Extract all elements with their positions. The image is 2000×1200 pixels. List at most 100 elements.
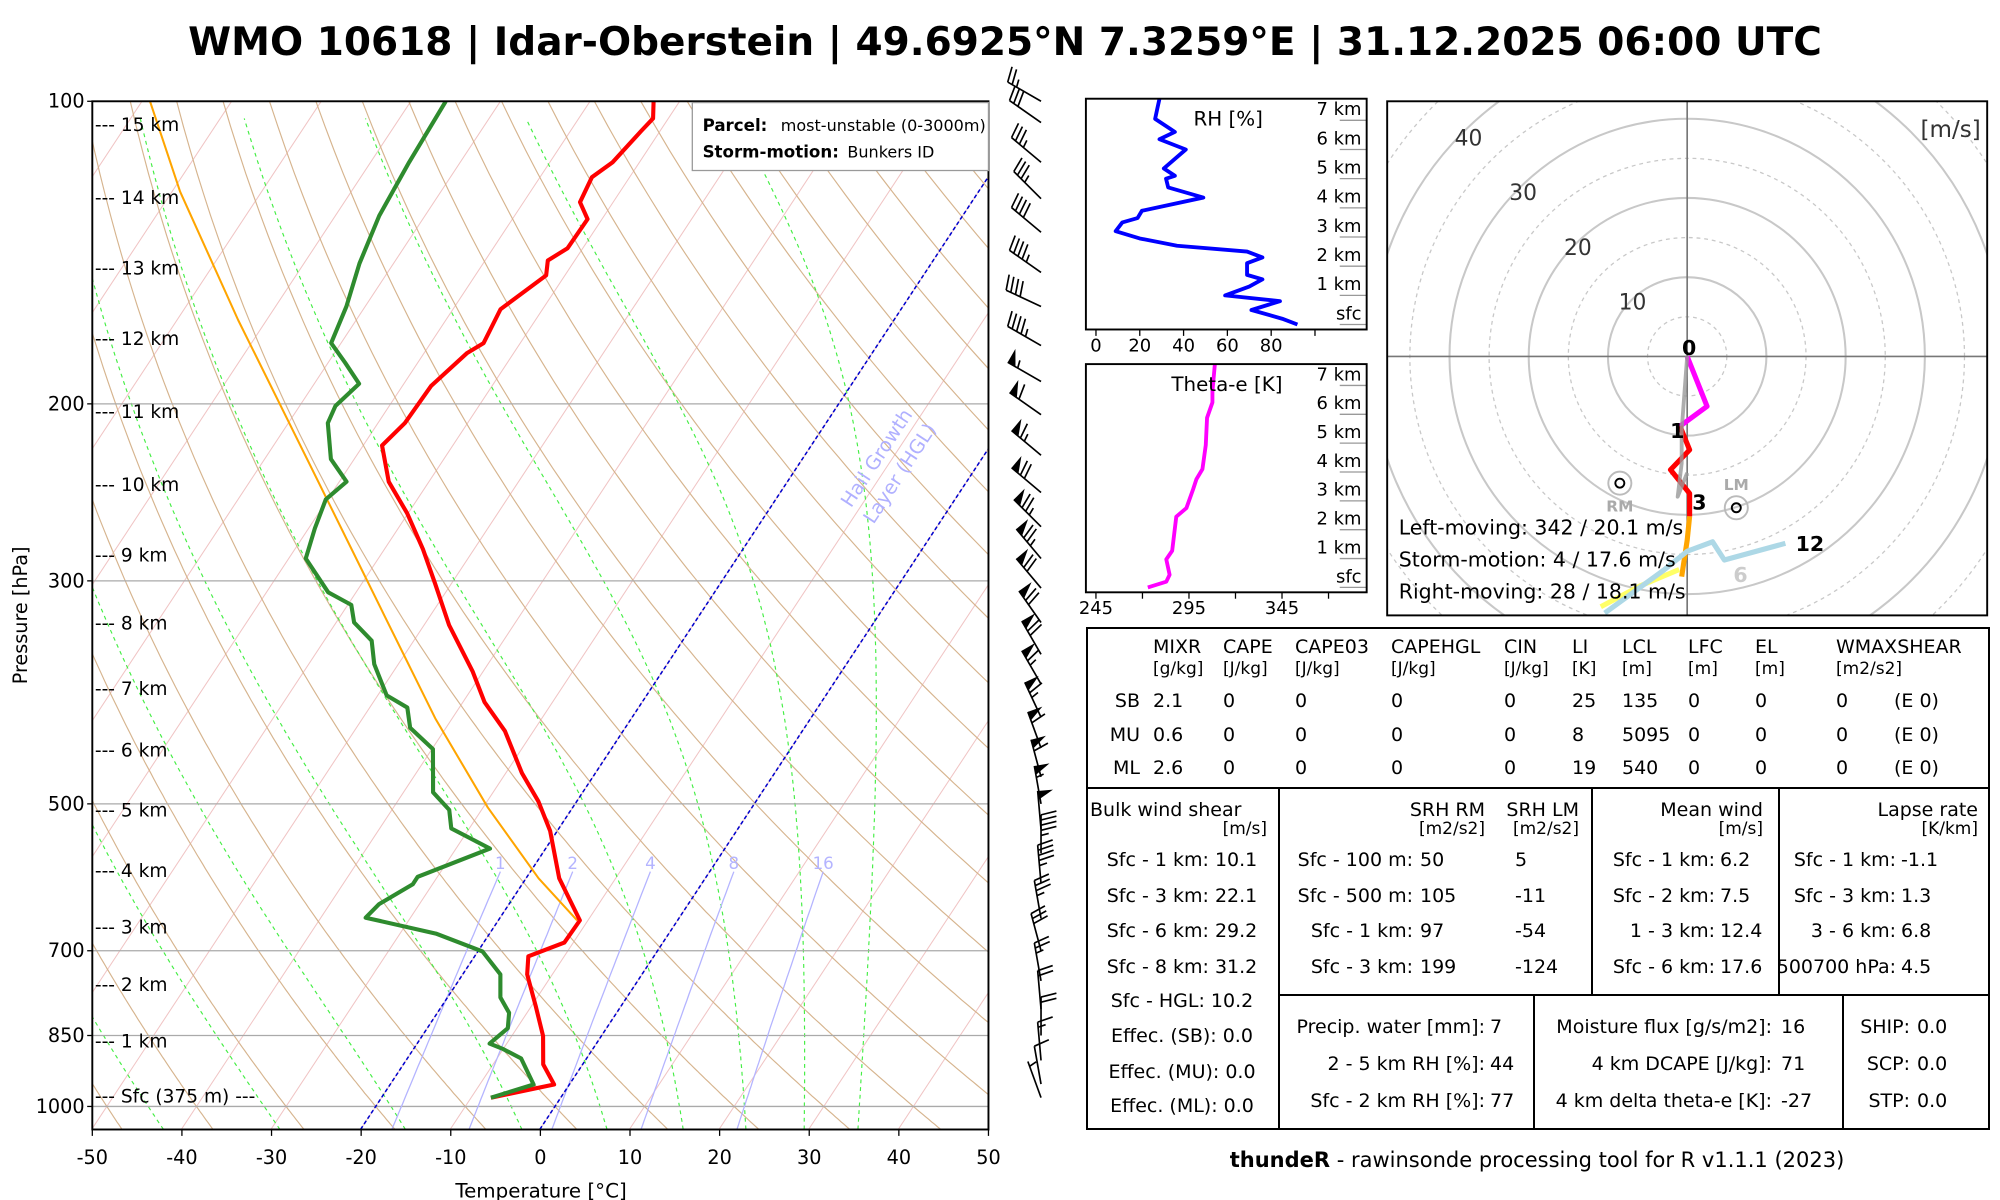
dry-adiabat-line [92, 331, 578, 1130]
wind-barb-full [1040, 810, 1057, 816]
table-cell: 135 [1622, 690, 1659, 712]
dry-adiabat-line [92, 652, 396, 1130]
srh-rm-value: 199 [1420, 956, 1457, 978]
wind-barb-full [1037, 1016, 1053, 1023]
wind-barb-half [1016, 360, 1021, 369]
rm-motion-marker-inner [1614, 477, 1626, 489]
wind-barb-half [1022, 139, 1028, 148]
wind-barb-full [1034, 1038, 1050, 1047]
mean-wind-row-value: 12.4 [1720, 920, 1763, 942]
pressure-tick-label: 200 [48, 392, 85, 415]
height-label: 6 km [1317, 128, 1362, 149]
wind-barb-shaft [1007, 325, 1042, 347]
isotherm-line [92, 101, 501, 722]
srh-rm-value: 105 [1420, 885, 1457, 907]
wind-barb-pennant [1024, 675, 1039, 691]
wind-barb-pennant [1016, 548, 1029, 566]
height-label: sfc [1336, 566, 1362, 587]
wind-barb [1007, 348, 1042, 383]
table-cell: 0 [1391, 690, 1404, 712]
altitude-label: --- 1 km [95, 1031, 168, 1052]
temperature-tick-label: 50 [976, 1146, 1000, 1169]
wind-barb-half [1015, 79, 1020, 88]
temperature-tick-label: -40 [166, 1146, 197, 1169]
table-cell: 0 [1688, 723, 1701, 746]
wind-barb-half [1029, 659, 1037, 666]
dry-adiabat-line [92, 138, 669, 1130]
hodograph-height-label: 12 [1796, 532, 1825, 556]
moisture-extra-row-label: 4 km DCAPE [J/kg]: [1591, 1053, 1772, 1075]
height-label: sfc [1336, 303, 1362, 324]
wind-barb-full [1012, 88, 1021, 104]
height-label: 4 km [1317, 451, 1362, 472]
storm-motion-label: Storm-motion: [703, 143, 839, 162]
ring-label: 30 [1509, 181, 1537, 206]
moisture-row-value: 77 [1490, 1090, 1515, 1112]
wind-barb-shaft [1009, 99, 1042, 124]
hodograph-unit-label: [m/s] [1921, 117, 1981, 143]
table-cell: 0 [1755, 690, 1768, 712]
wind-barb-pennant [1027, 706, 1043, 721]
wind-barb-full [1029, 623, 1043, 637]
x-tick-label: 20 [1128, 335, 1151, 356]
wind-barb-half [1036, 891, 1045, 897]
moist-adiabat-line [92, 823, 281, 1130]
wind-barb-shaft [1030, 739, 1042, 778]
thetae-profile-line [1147, 364, 1217, 590]
wind-barb-full [1024, 497, 1035, 512]
composite-row-value: 0.0 [1917, 1053, 1948, 1075]
lapse-rate-row-value: 4.5 [1901, 956, 1932, 978]
wind-barb-shaft [1011, 206, 1042, 233]
wind-barb-full [1010, 122, 1020, 138]
table-cell: 0 [1836, 723, 1849, 746]
srh-rm-title: SRH RM [1409, 799, 1485, 821]
srh-lm-value: -54 [1515, 920, 1547, 942]
bulk-shear-row: Effec. (MU): 0.0 [1108, 1061, 1256, 1083]
height-label: 7 km [1317, 364, 1362, 385]
table-cell: 0 [1504, 690, 1517, 712]
wind-barb-full [1017, 91, 1025, 107]
rm-motion-marker [1607, 470, 1633, 496]
wind-barb-full [1019, 280, 1024, 297]
dry-adiabat-line [501, 101, 989, 750]
wind-barb-full [1023, 524, 1034, 539]
parcel-profile-line [149, 101, 578, 922]
wind-barb-half [1024, 328, 1029, 337]
pressure-tick-label: 1000 [36, 1095, 85, 1118]
altitude-label: --- 4 km [95, 861, 168, 882]
lapse-rate-row-value: -1.1 [1901, 849, 1939, 871]
height-label: 3 km [1317, 480, 1362, 501]
table-cell: 0 [1836, 690, 1849, 712]
wind-barb [1027, 1061, 1042, 1098]
mixing-ratio-label: 16 [813, 854, 834, 873]
moist-adiabat-line [735, 118, 877, 1130]
srh-lm-title: SRH LM [1506, 799, 1579, 821]
hodograph-height-label: 3 [1692, 490, 1706, 514]
mean-wind-row-label: Sfc - 1 km: [1612, 849, 1715, 871]
mixing-ratio-line [391, 871, 501, 1130]
page-title: WMO 10618 | Idar-Oberstein | 49.6925°N 7… [188, 20, 1822, 65]
column-unit: [m] [1622, 659, 1652, 679]
wind-barb [1027, 706, 1046, 749]
wind-barb-shaft [1015, 558, 1042, 589]
wind-barb-shaft [1015, 528, 1042, 560]
moist-adiabat-line [243, 118, 684, 1130]
mixing-ratio-line [468, 871, 574, 1130]
height-label: 3 km [1317, 216, 1362, 237]
wind-barb-shaft [1011, 429, 1042, 456]
rh-panel: sfc 1 km 2 km 3 km 4 km 5 km 6 km 7 km 0 20 40 60 80… [1084, 97, 1368, 356]
dry-adiabat-line [268, 101, 989, 1096]
row-label: SB [1114, 690, 1140, 712]
mixing-ratio-label: 1 [495, 854, 506, 873]
column-header: CAPEHGL [1391, 636, 1481, 658]
table-divider [1278, 787, 1280, 1130]
dry-adiabat-line [454, 101, 989, 816]
dry-adiabat-line [176, 101, 851, 1130]
wind-barb-full [1019, 460, 1029, 476]
x-tick-label: 60 [1216, 335, 1239, 356]
wind-barb [1013, 157, 1042, 200]
wind-barb [1018, 582, 1042, 623]
table-cell: 0 [1391, 757, 1404, 779]
